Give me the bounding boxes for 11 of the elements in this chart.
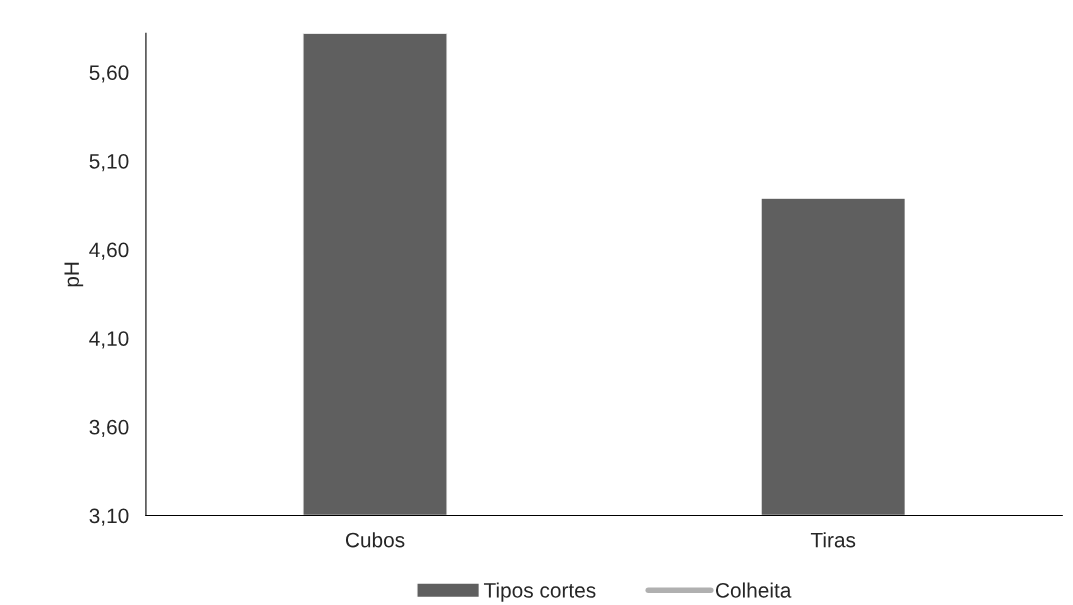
y-axis-title: pH	[64, 262, 84, 287]
x-tick-label: Tiras	[810, 532, 856, 548]
y-tick-label: 3,10	[89, 508, 129, 526]
y-tick-label: 3,60	[89, 419, 129, 438]
legend-label: Tipos cortes	[483, 582, 596, 602]
legend-label: Colheita	[715, 582, 792, 598]
y-tick-label: 5,10	[89, 153, 129, 172]
x-tick-label: Cubos	[345, 532, 405, 548]
y-tick-label: 4,60	[89, 242, 129, 260]
y-tick-label: 4,10	[89, 331, 129, 349]
y-tick-label: 5,60	[89, 65, 129, 83]
